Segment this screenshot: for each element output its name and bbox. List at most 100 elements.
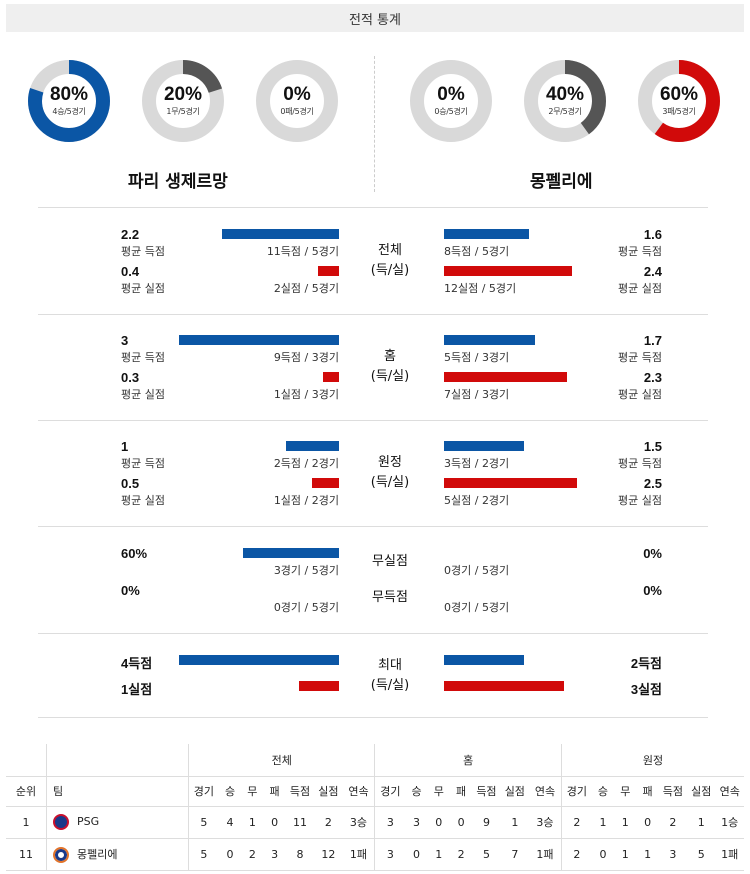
stat-cell-overall: 4: [218, 806, 242, 839]
rank-cell: 1: [6, 806, 48, 839]
home-team-name: 파리 생제르망: [128, 172, 228, 192]
category-clean-sheet: 무실점: [372, 554, 408, 569]
away-avg-against-value: 2.3: [643, 370, 662, 385]
divider: [38, 314, 708, 315]
away-loss-donut: 60% 3패/5경기: [637, 59, 721, 143]
stat-cell-home: 0: [405, 838, 428, 871]
col-away-0: 경기: [561, 775, 592, 807]
home-max-against-bar: [299, 681, 339, 691]
col-home-4: 득점: [472, 775, 501, 807]
away-for-bar: [444, 441, 524, 451]
category-sub: (득/실): [370, 475, 410, 490]
stat-cell-away: 1패: [715, 838, 744, 871]
blank-cell: [46, 744, 189, 776]
col-home-2: 무: [427, 775, 450, 807]
col-overall-0: 경기: [188, 775, 219, 807]
home-clean-note: 3경기 / 5경기: [273, 564, 339, 577]
group-overall: 전체: [188, 744, 376, 776]
standings-table: 전체 홈 원정 순위 팀 경기 승 무 패 득점 실점 연속 경기 승 무 패 득점 실점 연속 경기 승 무 패…: [6, 744, 744, 871]
away-avg-against-value: 2.4: [643, 264, 662, 279]
home-for-note: 2득점 / 2경기: [273, 457, 339, 470]
col-rank: 순위: [6, 775, 48, 807]
home-avg-against-value: 0.3: [121, 370, 140, 385]
home-avg-against-label: 평균 실점: [121, 282, 165, 295]
divider: [38, 207, 708, 208]
away-for-note: 5득점 / 3경기: [444, 351, 510, 364]
category-label: 최대 (득/실): [350, 656, 430, 696]
home-avg-against-value: 0.4: [121, 264, 140, 279]
category-sub: (득/실): [370, 263, 410, 278]
stat-cell-away: 0: [591, 838, 615, 871]
col-home-6: 연속: [529, 775, 562, 807]
stat-cell-home: 1: [500, 806, 529, 839]
home-clean-sheet-value: 60%: [121, 546, 148, 561]
divider: [38, 633, 708, 634]
away-max-against-bar: [444, 681, 564, 691]
category-label: 홈 (득/실): [350, 347, 430, 387]
category-name: 전체: [378, 243, 402, 258]
away-for-note: 8득점 / 5경기: [444, 245, 510, 258]
stat-cell-overall: 3승: [342, 806, 376, 839]
stat-cell-away: 2: [561, 806, 592, 839]
donut-caption: 0승/5경기: [434, 107, 468, 116]
stat-cell-away: 3: [658, 838, 688, 871]
home-avg-for-value: 2.2: [121, 227, 140, 242]
home-avg-against-value: 0.5: [121, 476, 140, 491]
donut-track: [410, 60, 492, 142]
col-home-1: 승: [405, 775, 428, 807]
stat-cell-home: 3: [374, 806, 406, 839]
donut-percent: 80%: [49, 84, 89, 105]
donut-percent: 0%: [283, 84, 311, 105]
stat-cell-away: 0: [636, 806, 659, 839]
col-home-3: 패: [449, 775, 473, 807]
donut-caption: 3패/5경기: [662, 107, 696, 116]
away-no-score-note: 0경기 / 5경기: [444, 601, 510, 614]
donut-arc: [524, 60, 606, 142]
away-avg-for-label: 평균 득점: [618, 457, 662, 470]
col-away-5: 실점: [687, 775, 716, 807]
col-away-1: 승: [591, 775, 615, 807]
stat-cell-overall: 2: [241, 838, 264, 871]
donut-caption: 0패/5경기: [280, 107, 314, 116]
col-away-3: 패: [636, 775, 659, 807]
divider: [38, 526, 708, 527]
col-team: 팀: [46, 775, 189, 807]
donut-arc: [638, 60, 720, 142]
away-against-bar: [444, 478, 577, 488]
away-avg-against-label: 평균 실점: [618, 494, 662, 507]
rank-cell: 11: [6, 838, 48, 871]
col-away-2: 무: [614, 775, 637, 807]
team-cell[interactable]: 몽펠리에: [46, 838, 189, 871]
home-against-bar: [318, 266, 339, 276]
stat-cell-overall: 5: [188, 806, 219, 839]
donut-percent: 0%: [437, 84, 465, 105]
home-no-score-value: 0%: [121, 583, 140, 598]
col-overall-5: 실점: [314, 775, 343, 807]
category-label: 원정 (득/실): [350, 453, 430, 493]
home-loss-donut: 0% 0패/5경기: [255, 59, 339, 143]
stat-cell-overall: 8: [285, 838, 315, 871]
stat-cell-home: 3: [374, 838, 406, 871]
col-away-6: 연속: [715, 775, 744, 807]
stat-cell-home: 3: [405, 806, 428, 839]
away-avg-for-label: 평균 득점: [618, 351, 662, 364]
home-no-score-note: 0경기 / 5경기: [273, 601, 339, 614]
category-no-score: 무득점: [372, 590, 408, 605]
stat-cell-home: 0: [427, 806, 450, 839]
home-against-note: 1실점 / 2경기: [273, 494, 339, 507]
col-overall-1: 승: [218, 775, 242, 807]
stat-cell-home: 9: [472, 806, 501, 839]
team-name: 몽펠리에: [77, 847, 118, 861]
home-win-donut: 80% 4승/5경기: [27, 59, 111, 143]
stat-cell-home: 5: [472, 838, 501, 871]
away-win-donut: 0% 0승/5경기: [409, 59, 493, 143]
team-cell[interactable]: PSG: [46, 806, 189, 839]
donut-arc: [142, 60, 224, 142]
home-max-for-bar: [179, 655, 339, 665]
col-overall-2: 무: [241, 775, 264, 807]
col-home-5: 실점: [500, 775, 529, 807]
stat-cell-away: 2: [658, 806, 688, 839]
stat-cell-overall: 2: [314, 806, 343, 839]
home-avg-for-label: 평균 득점: [121, 245, 165, 258]
stat-cell-away: 1: [636, 838, 659, 871]
